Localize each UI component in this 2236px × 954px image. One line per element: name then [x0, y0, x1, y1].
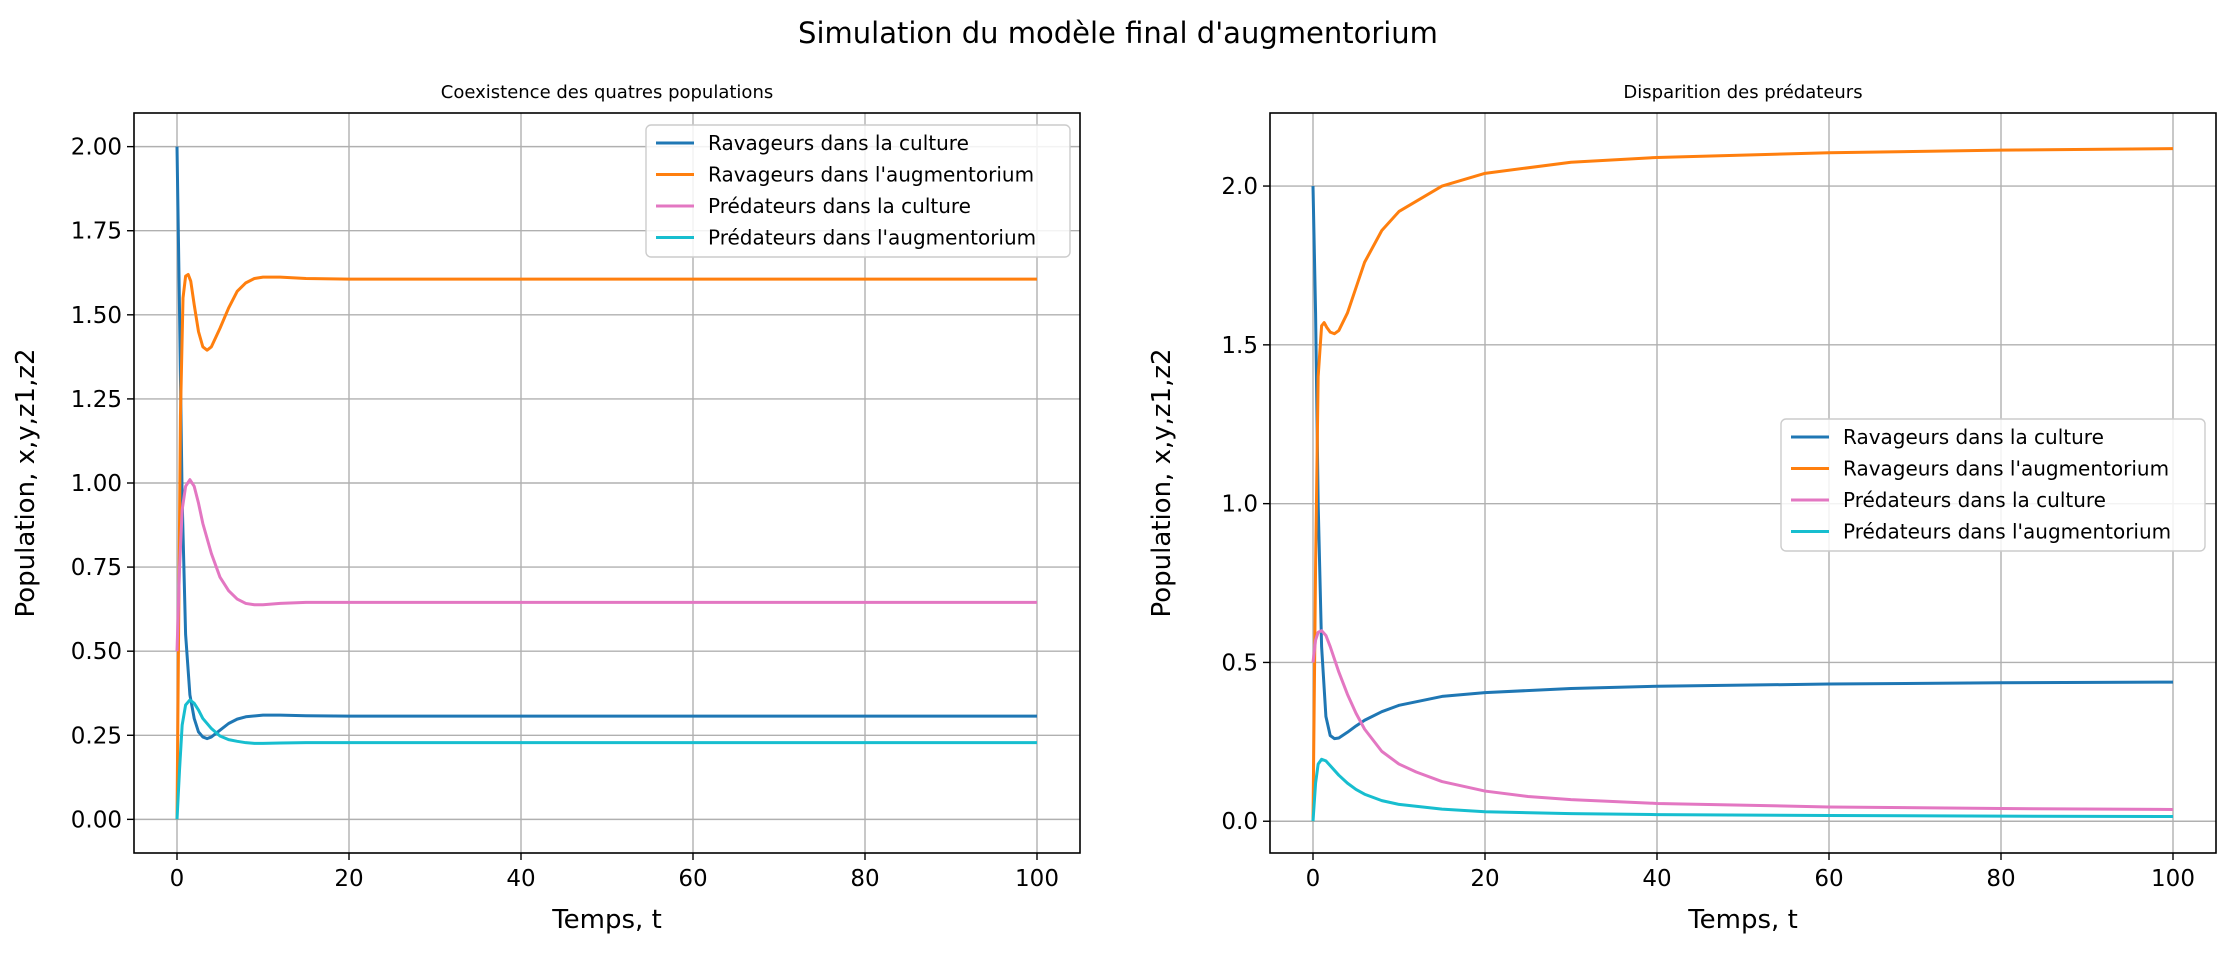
x-tick-label: 80: [1986, 866, 2015, 892]
x-tick-label: 20: [334, 866, 363, 892]
y-tick-label: 0.5: [1221, 650, 1258, 676]
x-tick-label: 20: [1470, 866, 1499, 892]
legend: Ravageurs dans la culture Ravageurs dans …: [1780, 418, 2206, 552]
x-tick-label: 0: [170, 866, 185, 892]
legend-entry: Ravageurs dans l'augmentorium: [708, 163, 1034, 187]
x-axis-label: Temps, t: [551, 905, 662, 935]
y-axis-label: Population, x,y,z1,z2: [11, 348, 41, 617]
series-line-2: [175, 478, 1037, 652]
plot-title: Coexistence des quatres populations: [441, 82, 773, 103]
y-tick-label: 0.25: [71, 723, 122, 749]
y-tick-label: 1.25: [71, 387, 122, 413]
y-tick-label: 0.0: [1221, 809, 1258, 835]
legend-entry: Ravageurs dans la culture: [708, 131, 969, 155]
y-tick-label: 1.0: [1221, 492, 1258, 518]
legend-entry: Prédateurs dans la culture: [708, 194, 971, 218]
series-line-3: [1311, 757, 2174, 822]
x-axis-label: Temps, t: [1687, 905, 1798, 935]
x-tick-label: 60: [1814, 866, 1843, 892]
y-tick-label: 0.75: [71, 555, 122, 581]
x-tick-label: 60: [678, 866, 707, 892]
plot-title: Disparition des prédateurs: [1623, 82, 1862, 103]
y-tick-label: 2.00: [71, 135, 122, 161]
legend-box: [1780, 418, 2206, 552]
y-tick-label: 1.50: [71, 303, 122, 329]
legend-box: [645, 124, 1071, 258]
plot-disparition: 0 20 40 60 80 100 0.0 0.5 1.0 1.5 2.0 Disparition d…: [1147, 82, 2217, 935]
plot-coexistence: 0 20 40 60 80 100 0.00 0.25 0.50 0.75 1.00 1.25 1.50…: [11, 82, 1081, 935]
x-tick-label: 100: [1015, 866, 1059, 892]
x-tick-label: 40: [506, 866, 535, 892]
axes-frame: [1269, 112, 2217, 854]
y-tick-label: 2.0: [1221, 174, 1258, 200]
legend-entry: Prédateurs dans l'augmentorium: [1843, 520, 2171, 544]
y-tick-label: 0.00: [71, 807, 122, 833]
x-tick-label: 100: [2151, 866, 2195, 892]
legend-entry: Prédateurs dans la culture: [1843, 488, 2106, 512]
x-tick-label: 40: [1642, 866, 1671, 892]
series-line-1: [175, 272, 1037, 820]
legend-entry: Ravageurs dans la culture: [1843, 425, 2104, 449]
series-line-0: [175, 146, 1037, 741]
y-axis-label: Population, x,y,z1,z2: [1147, 348, 1177, 617]
series-line-2: [1311, 629, 2174, 811]
legend-entry: Prédateurs dans l'augmentorium: [708, 226, 1036, 250]
x-tick-label: 80: [850, 866, 879, 892]
legend: Ravageurs dans la culture Ravageurs dans …: [645, 124, 1071, 258]
series-line-1: [1311, 147, 2174, 822]
figure-suptitle: Simulation du modèle final d'augmentoriu…: [798, 16, 1438, 50]
y-tick-label: 1.75: [71, 219, 122, 245]
y-tick-label: 1.5: [1221, 333, 1258, 359]
y-tick-label: 1.00: [71, 471, 122, 497]
y-tick-label: 0.50: [71, 639, 122, 665]
legend-entry: Ravageurs dans l'augmentorium: [1843, 457, 2169, 481]
x-tick-label: 0: [1306, 866, 1321, 892]
series-line-3: [175, 698, 1037, 820]
